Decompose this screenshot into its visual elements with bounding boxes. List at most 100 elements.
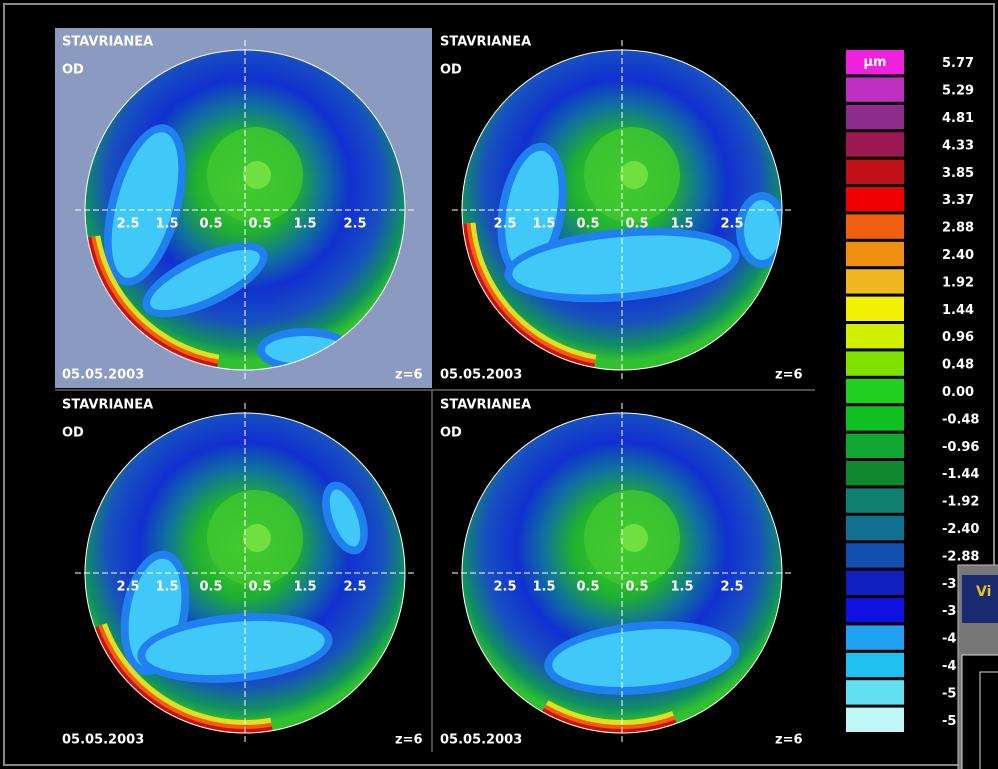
scale-swatch: [846, 242, 904, 266]
topography-map: 2.5 1.5 0.5 0.5 1.5 2.5 STAVRIANEA OD 05.05.2003…: [440, 35, 803, 383]
scale-swatch: [846, 571, 904, 595]
map-center: [243, 524, 271, 552]
scale-label: -0.96: [942, 440, 979, 455]
scale-label: 1.44: [942, 303, 974, 318]
axis-label: 2.5: [720, 580, 743, 595]
scale-label: -1.92: [942, 495, 979, 510]
map-center: [243, 161, 271, 189]
scale-label: -2.88: [942, 549, 979, 564]
axis-label: 2.5: [343, 217, 366, 232]
scale-swatch: [846, 324, 904, 348]
axis-label: 0.5: [576, 217, 599, 232]
scale-label: 2.40: [942, 248, 974, 263]
axis-label: 0.5: [248, 580, 271, 595]
axis-label: 1.5: [293, 217, 316, 232]
scale-label: 4.81: [942, 111, 974, 126]
scale-label: 5.29: [942, 84, 974, 99]
scale-swatch: [846, 488, 904, 512]
scale-label: 0.00: [942, 385, 974, 400]
exam-date: 05.05.2003: [440, 733, 522, 748]
scale-swatch: [846, 625, 904, 649]
exam-date: 05.05.2003: [440, 368, 522, 383]
window-title: Vi: [976, 584, 991, 600]
scale-label: -3: [942, 577, 956, 592]
eye: OD: [440, 63, 462, 78]
scale-swatch: [846, 105, 904, 129]
scale-swatch: [846, 708, 904, 732]
axis-label: 0.5: [625, 580, 648, 595]
axis-label: 2.5: [720, 217, 743, 232]
scale-label: 1.92: [942, 275, 974, 290]
scale-label: -2.40: [942, 522, 979, 537]
scale-label: 5.77: [942, 56, 974, 71]
scale-label: -1.44: [942, 467, 979, 482]
zoom: z=6: [775, 733, 803, 748]
scale-swatch: [846, 132, 904, 156]
patient-name: STAVRIANEA: [440, 398, 531, 413]
page: 2.5 1.5 0.5 0.5 1.5 2.5 STAVRIANEA OD 05.05.2003…: [0, 0, 998, 769]
scale-swatch: [846, 187, 904, 211]
exam-date: 05.05.2003: [62, 733, 144, 748]
axis-label: 2.5: [493, 217, 516, 232]
exam-date: 05.05.2003: [62, 368, 144, 383]
scale-label: -4: [942, 632, 956, 647]
patient-name: STAVRIANEA: [440, 35, 531, 50]
axis-label: 2.5: [116, 217, 139, 232]
overlay-window[interactable]: Vi: [958, 565, 998, 769]
axis-label: 1.5: [155, 580, 178, 595]
scale-label: 0.96: [942, 330, 974, 345]
scale-swatch: [846, 406, 904, 430]
scale-label: 4.33: [942, 138, 974, 153]
axis-label: 1.5: [293, 580, 316, 595]
axis-label: 0.5: [576, 580, 599, 595]
axis-label: 1.5: [155, 217, 178, 232]
scale-label: -4: [942, 659, 956, 674]
scale-label: 0.48: [942, 358, 974, 373]
map-center: [620, 524, 648, 552]
topography-map: 2.5 1.5 0.5 0.5 1.5 2.5 STAVRIANEA OD 05.05.2003…: [62, 398, 423, 748]
scale-label: 2.88: [942, 221, 974, 236]
scale-swatch: [846, 598, 904, 622]
zoom: z=6: [775, 368, 803, 383]
scale-label: -5: [942, 714, 956, 729]
patient-name: STAVRIANEA: [62, 35, 153, 50]
scale-swatch: [846, 77, 904, 101]
eye: OD: [440, 426, 462, 441]
scale-swatch: [846, 351, 904, 375]
eye: OD: [62, 426, 84, 441]
scale-label: 3.37: [942, 193, 974, 208]
scale-swatch: [846, 269, 904, 293]
scale-label: -0.48: [942, 412, 979, 427]
eye: OD: [62, 63, 84, 78]
axis-label: 1.5: [670, 217, 693, 232]
scale-swatch: [846, 297, 904, 321]
zoom: z=6: [395, 733, 423, 748]
axis-label: 0.5: [199, 217, 222, 232]
scale-unit: µm: [863, 55, 886, 70]
axis-label: 2.5: [116, 580, 139, 595]
scale-swatch: [846, 543, 904, 567]
axis-label: 0.5: [625, 217, 648, 232]
scale-swatch: [846, 680, 904, 704]
scale-swatch: [846, 160, 904, 184]
patient-name: STAVRIANEA: [62, 398, 153, 413]
axis-label: 1.5: [532, 217, 555, 232]
zoom: z=6: [395, 368, 423, 383]
scale-swatch: [846, 214, 904, 238]
scale-swatch: [846, 379, 904, 403]
axis-label: 1.5: [670, 580, 693, 595]
scale-swatch: [846, 653, 904, 677]
map-center: [620, 161, 648, 189]
scale-label: -5: [942, 686, 956, 701]
scale-label: -3: [942, 604, 956, 619]
map-region: [744, 200, 780, 260]
topography-screen: 2.5 1.5 0.5 0.5 1.5 2.5 STAVRIANEA OD 05.05.2003…: [0, 0, 998, 769]
axis-label: 0.5: [199, 580, 222, 595]
scale-swatch: [846, 516, 904, 540]
scale-swatch: [846, 461, 904, 485]
axis-label: 2.5: [493, 580, 516, 595]
scale-swatch: [846, 434, 904, 458]
axis-label: 2.5: [343, 580, 366, 595]
scale-label: 3.85: [942, 166, 974, 181]
